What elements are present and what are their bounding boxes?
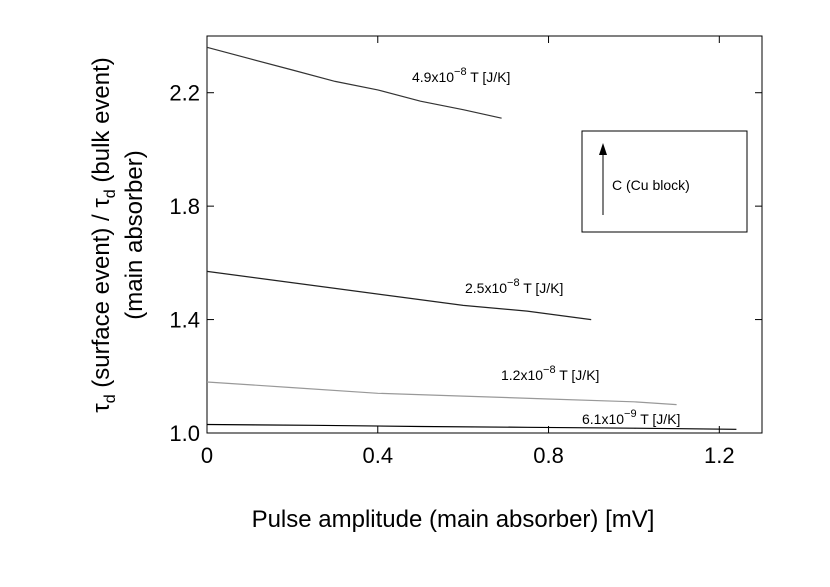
- curve-labels: 4.9x10−8 T [J/K] 2.5x10−8 T [J/K] 1.2x10−8…: [412, 66, 680, 427]
- x-axis: 0 0.4 0.8 1.2: [201, 36, 735, 468]
- y-tick-label: 1.4: [169, 308, 200, 333]
- curve-label-2: 2.5x10−8 T [J/K]: [465, 277, 563, 296]
- y-tick-label: 2.2: [169, 81, 200, 106]
- y-axis-title-line1-group: τd (surface event) / τd (bulk event): [88, 57, 119, 413]
- x-tick-label: 0.8: [533, 443, 564, 468]
- series-line-3: [206, 381, 677, 406]
- series-line-4: [206, 423, 737, 430]
- y-axis-title-line1: τd (surface event) / τd (bulk event): [88, 57, 119, 413]
- legend-box: C (Cu block): [581, 130, 748, 233]
- y-axis-title-line2-group: (main absorber): [121, 150, 148, 319]
- series-line-1: [206, 46, 502, 119]
- y-tick-label: 1.0: [169, 421, 200, 446]
- y-axis: 1.0 1.4 1.8 2.2: [169, 81, 762, 446]
- y-tick-label: 1.8: [169, 194, 200, 219]
- x-tick-label: 0.4: [362, 443, 393, 468]
- series-line-2: [206, 270, 592, 321]
- x-axis-title: Pulse amplitude (main absorber) [mV]: [252, 506, 655, 533]
- x-tick-label: 1.2: [704, 443, 735, 468]
- curve-label-1: 4.9x10−8 T [J/K]: [412, 66, 510, 85]
- y-axis-title-line2: (main absorber): [121, 150, 148, 319]
- x-tick-label: 0: [201, 443, 213, 468]
- curve-label-4: 6.1x10−9 T [J/K]: [582, 408, 680, 427]
- curve-label-3: 1.2x10−8 T [J/K]: [501, 364, 599, 383]
- arrow-head-icon: [599, 143, 607, 155]
- series-group: [206, 46, 737, 430]
- legend-frame: [581, 130, 748, 233]
- legend-label: C (Cu block): [612, 177, 690, 193]
- plot-frame: [206, 35, 763, 434]
